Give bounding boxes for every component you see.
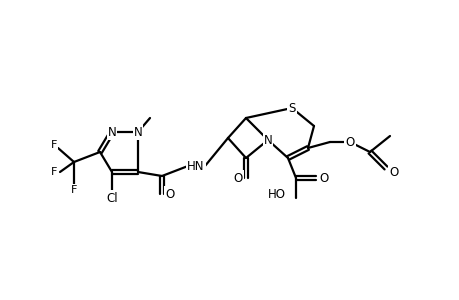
Text: O: O — [345, 136, 354, 148]
Text: Cl: Cl — [106, 191, 118, 205]
Text: S: S — [288, 101, 295, 115]
Text: O: O — [388, 166, 398, 178]
Text: N: N — [133, 125, 142, 139]
Text: N: N — [263, 134, 272, 146]
Text: F: F — [71, 185, 77, 195]
Text: O: O — [165, 188, 174, 200]
Text: F: F — [50, 140, 57, 150]
Text: O: O — [233, 172, 242, 184]
Text: O: O — [319, 172, 328, 184]
Text: N: N — [107, 125, 116, 139]
Text: HN: HN — [187, 160, 204, 172]
Text: HO: HO — [268, 188, 285, 200]
Text: F: F — [50, 167, 57, 177]
